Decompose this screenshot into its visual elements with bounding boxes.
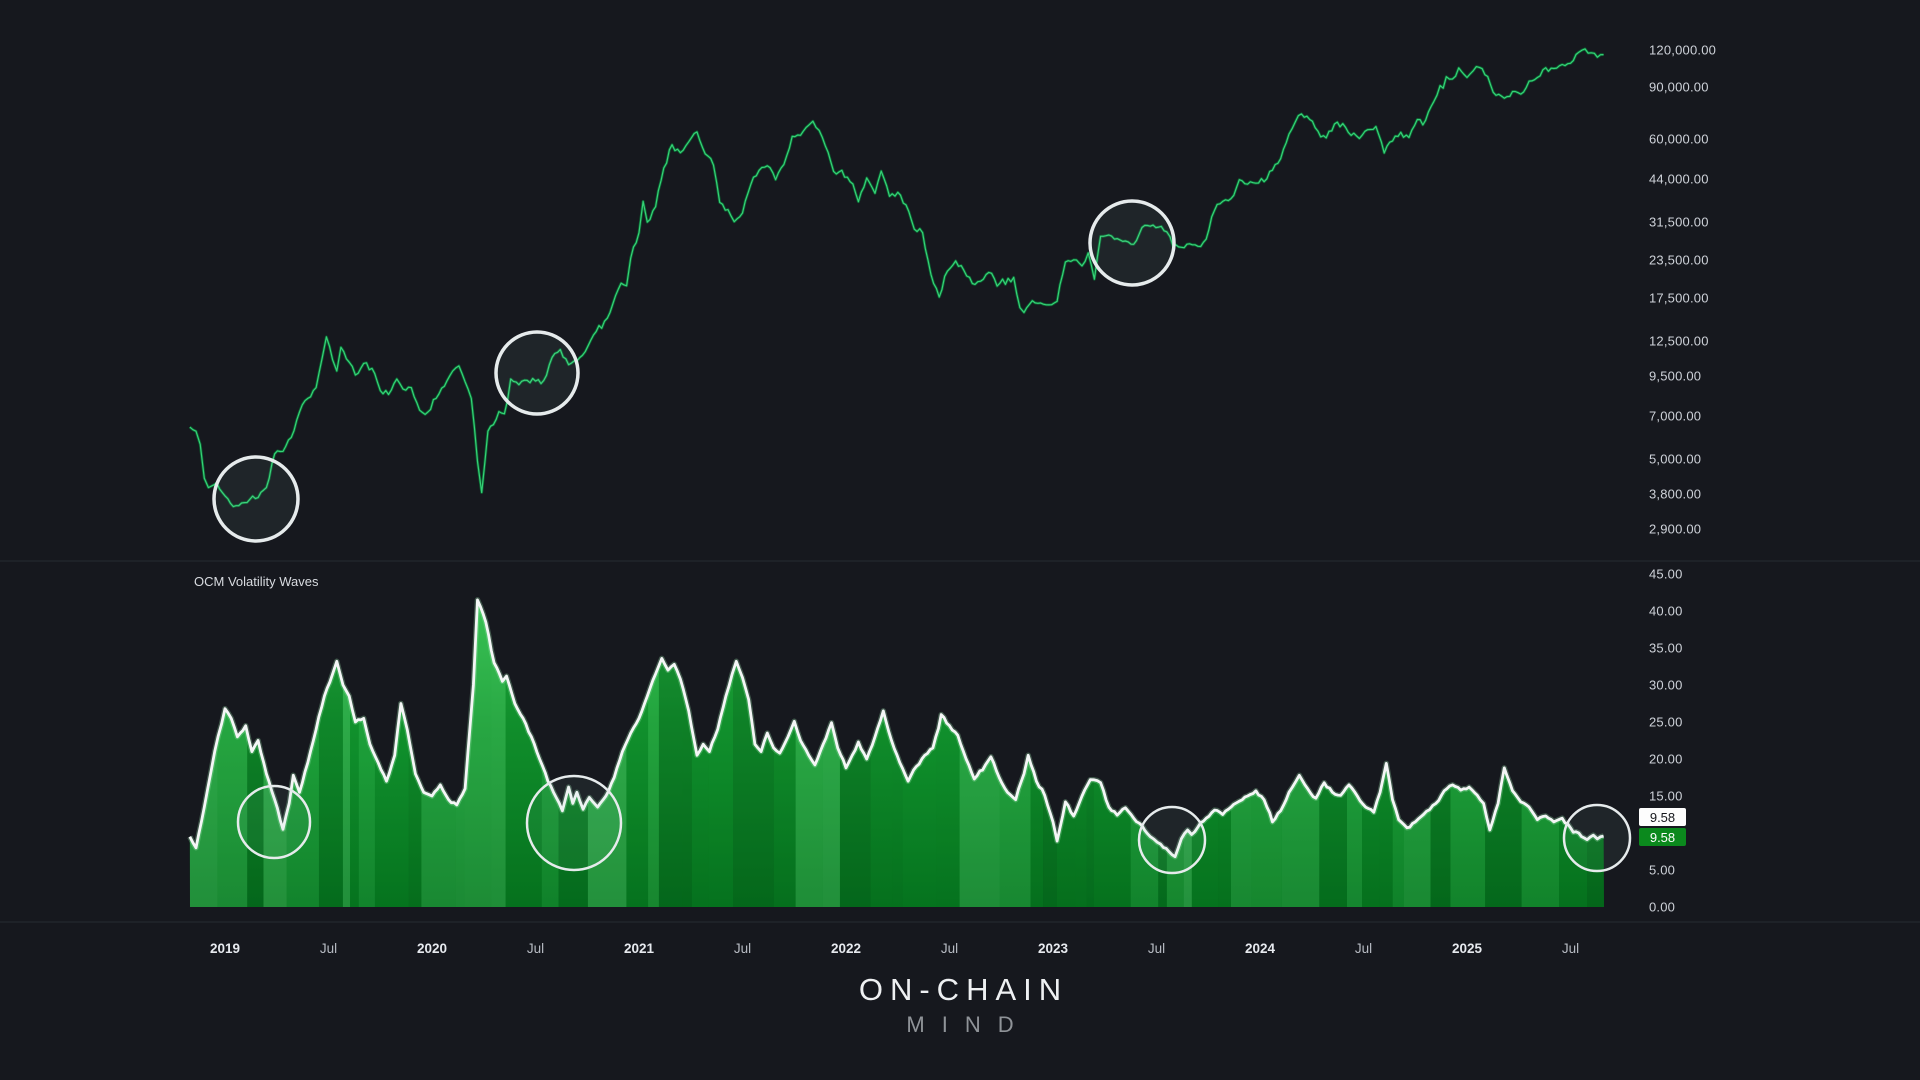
btc-price-series[interactable]: [188, 47, 1604, 509]
volatility-axis-label: 5.00: [1649, 862, 1676, 878]
price-axis-label: 7,000.00: [1649, 408, 1702, 424]
onchain-mind-logo: ON-CHAIN MIND: [0, 974, 1920, 1036]
cycle-low-circle-price: [1088, 199, 1176, 287]
indicator-title: OCM Volatility Waves: [194, 574, 319, 589]
volatility-axis-label: 40.00: [1649, 603, 1683, 619]
time-axis-label: Jul: [733, 941, 752, 956]
price-axis-label: 90,000.00: [1649, 79, 1709, 95]
price-axis-label: 60,000.00: [1649, 131, 1709, 147]
cycle-low-circle-volatility: [1137, 805, 1207, 875]
last-value-badge-scale: 9.58: [1639, 808, 1686, 826]
volatility-axis-label: 20.00: [1649, 751, 1683, 767]
volatility-axis-label: 15.00: [1649, 788, 1683, 804]
time-axis-label: Jul: [1561, 941, 1580, 956]
time-axis-label: 2023: [1037, 941, 1069, 956]
volatility-axis-label: 35.00: [1649, 640, 1683, 656]
cycle-low-circle-volatility: [525, 774, 623, 872]
price-axis-label: 9,500.00: [1649, 368, 1702, 384]
last-value-badge-series: 9.58: [1639, 828, 1686, 846]
cycle-low-circle-volatility: [236, 784, 312, 860]
time-axis-label: 2022: [830, 941, 862, 956]
time-axis-label: Jul: [1147, 941, 1166, 956]
volatility-area-series[interactable]: [187, 556, 1607, 910]
time-axis-label: Jul: [319, 941, 338, 956]
price-axis-label: 44,000.00: [1649, 171, 1709, 187]
volatility-axis-label: 25.00: [1649, 714, 1683, 730]
volatility-axis-label: 30.00: [1649, 677, 1683, 693]
volatility-wave-stripes: [190, 599, 1604, 907]
price-axis-label: 2,900.00: [1649, 521, 1702, 537]
time-axis-label: Jul: [1354, 941, 1373, 956]
cycle-low-circle-price: [212, 455, 300, 543]
logo-line1: ON-CHAIN: [858, 972, 1069, 1007]
price-axis-label: 3,800.00: [1649, 486, 1702, 502]
price-axis-label: 5,000.00: [1649, 451, 1702, 467]
time-axis-label: 2021: [623, 941, 655, 956]
logo-line2: MIND: [906, 1012, 1031, 1037]
time-axis-label: Jul: [526, 941, 545, 956]
time-axis-label: 2024: [1244, 941, 1276, 956]
time-axis-label: 2019: [209, 941, 241, 956]
volatility-axis-label: 0.00: [1649, 899, 1676, 915]
cycle-low-circle-price: [494, 330, 580, 416]
time-axis-label: 2020: [416, 941, 448, 956]
time-axis-label: 2025: [1451, 941, 1483, 956]
time-axis-label: Jul: [940, 941, 959, 956]
volatility-axis-label: 45.00: [1649, 566, 1683, 582]
price-axis-label: 17,500.00: [1649, 290, 1709, 306]
price-axis-label: 23,500.00: [1649, 252, 1709, 268]
cycle-low-circle-volatility: [1562, 803, 1632, 873]
price-axis-label: 120,000.00: [1649, 42, 1717, 58]
circle-annotations: [212, 199, 1632, 875]
price-axis-label: 31,500.00: [1649, 214, 1709, 230]
price-axis-label: 12,500.00: [1649, 333, 1709, 349]
